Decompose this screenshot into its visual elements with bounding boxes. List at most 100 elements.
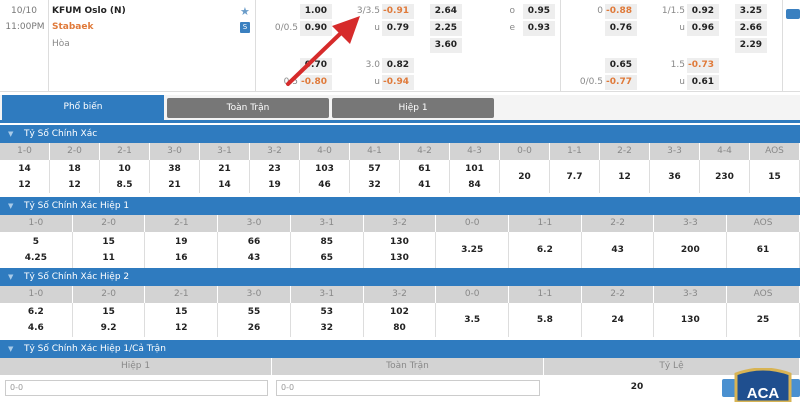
score-odds-cell[interactable]: 15 11 — [72, 232, 146, 268]
odds-value[interactable]: 0.76 — [605, 21, 637, 36]
odds-value: 57 — [368, 163, 381, 174]
odds-value[interactable]: 0.61 — [687, 75, 719, 90]
odds-value: 18 — [68, 163, 81, 174]
score-header: 3-1 — [290, 286, 364, 303]
handicap-label: 3.0 — [365, 60, 380, 70]
score-odds-cell[interactable]: 14 12 — [0, 160, 50, 193]
odds-value[interactable]: 0.90 — [300, 21, 332, 36]
odds-value[interactable]: -0.73 — [687, 58, 719, 73]
odds-value[interactable]: -0.88 — [605, 4, 637, 19]
score-odds-cell[interactable]: 38 21 — [150, 160, 200, 193]
score-odds-cell[interactable]: 66 43 — [218, 232, 291, 268]
odds-value[interactable]: 3.60 — [430, 38, 462, 53]
odds-value[interactable]: 2.29 — [735, 38, 767, 53]
odds-value: 46 — [318, 179, 331, 190]
odds-value: 3.5 — [464, 315, 481, 325]
section-header[interactable]: ▼ Tỷ Số Chính Xác Hiệp 1/Cả Trận — [0, 340, 800, 358]
section-header[interactable]: ▼ Tỷ Số Chính Xác Hiệp 2 — [0, 268, 800, 286]
score-header: 4-4 — [700, 143, 750, 160]
htft-odds[interactable]: 20 — [630, 382, 644, 392]
stats-badge-icon[interactable]: S — [240, 22, 250, 33]
score-odds-cell[interactable]: 25 — [727, 303, 800, 337]
svg-text:ACA: ACA — [747, 385, 780, 402]
section-title: Tỷ Số Chính Xác — [24, 129, 98, 139]
score-odds-cell[interactable]: 23 19 — [250, 160, 300, 193]
score-odds-cell[interactable]: 6.2 — [509, 232, 582, 268]
score-odds-cell[interactable]: 103 46 — [300, 160, 350, 193]
score-odds-cell[interactable]: 230 — [700, 160, 750, 193]
score-odds-cell[interactable]: 3.5 — [436, 303, 510, 337]
score-header: 0-0 — [436, 215, 510, 232]
score-odds-cell[interactable]: 7.7 — [550, 160, 600, 193]
score-odds-cell[interactable]: 20 — [500, 160, 550, 193]
odds-value[interactable]: 0.95 — [523, 4, 555, 19]
odds-value: 3.25 — [461, 245, 484, 255]
odds-value: 53 — [320, 307, 333, 317]
score-odds-cell[interactable]: 101 84 — [450, 160, 500, 193]
odds-value[interactable]: -0.91 — [382, 4, 414, 19]
score-header: 3-3 — [654, 215, 728, 232]
score-odds-cell[interactable]: 130 — [654, 303, 728, 337]
odds-value[interactable]: 3.25 — [735, 4, 767, 19]
odds-value[interactable]: 0.82 — [382, 58, 414, 73]
odds-value[interactable]: 2.64 — [430, 4, 462, 19]
score-odds-cell[interactable]: 36 — [650, 160, 700, 193]
tab-toan-tran[interactable]: Toàn Trận — [167, 98, 329, 118]
odds-value[interactable]: 0.93 — [523, 21, 555, 36]
score-odds-cell[interactable]: 61 — [727, 232, 800, 268]
score-odds-cell[interactable]: 55 26 — [218, 303, 291, 337]
score-odds-cell[interactable]: 15 12 — [145, 303, 219, 337]
odds-value[interactable]: 0.96 — [687, 21, 719, 36]
section-header[interactable]: ▼ Tỷ Số Chính Xác Hiệp 1 — [0, 197, 800, 215]
score-odds-cell[interactable]: 24 — [581, 303, 655, 337]
tab-pho-bien[interactable]: Phổ biến — [2, 95, 164, 120]
odds-value[interactable]: 1.00 — [300, 4, 332, 19]
ht-score-select[interactable]: 0-0 — [5, 380, 268, 396]
score-odds-cell[interactable]: 15 9.2 — [72, 303, 146, 337]
score-odds-cell[interactable]: 6.2 4.6 — [0, 303, 73, 337]
score-header: 0-0 — [436, 286, 510, 303]
odds-value[interactable]: 0.70 — [300, 58, 332, 73]
score-odds-cell[interactable]: 18 12 — [50, 160, 100, 193]
star-icon[interactable]: ★ — [240, 5, 250, 18]
score-odds-cell[interactable]: 10 8.5 — [100, 160, 150, 193]
odds-value[interactable]: 2.25 — [430, 21, 462, 36]
score-odds-cell[interactable]: 43 — [581, 232, 655, 268]
odds-value[interactable]: 0.65 — [605, 58, 637, 73]
section-correct-score-0: ▼ Tỷ Số Chính Xác 1-0 2-0 2-1 3-0 3-1 3-2 4-0 4-… — [0, 125, 800, 193]
score-odds-cell[interactable]: 61 41 — [400, 160, 450, 193]
score-odds-cell[interactable]: 21 14 — [200, 160, 250, 193]
score-odds-cell[interactable]: 57 32 — [350, 160, 400, 193]
score-odds-cell[interactable]: 12 — [600, 160, 650, 193]
score-header: 2-1 — [145, 215, 219, 232]
section-header[interactable]: ▼ Tỷ Số Chính Xác — [0, 125, 800, 143]
chevron-down-icon: ▼ — [8, 273, 14, 281]
odds-value[interactable]: -0.77 — [605, 75, 637, 90]
odds-value[interactable]: -0.94 — [382, 75, 414, 90]
score-header: 2-2 — [581, 215, 655, 232]
score-odds-cell[interactable]: 130 130 — [363, 232, 437, 268]
score-odds-cell[interactable]: 85 65 — [290, 232, 364, 268]
odds-value[interactable]: -0.80 — [300, 75, 332, 90]
odds-value[interactable]: 0.79 — [382, 21, 414, 36]
score-odds-cell[interactable]: 200 — [654, 232, 728, 268]
handicap-label: u — [679, 23, 685, 33]
tab-hiep-1[interactable]: Hiệp 1 — [332, 98, 494, 118]
collapse-button[interactable] — [786, 9, 800, 19]
odds-value: 8.5 — [116, 179, 133, 190]
score-odds-cell[interactable]: 15 — [750, 160, 800, 193]
score-odds-cell[interactable]: 19 16 — [145, 232, 219, 268]
score-odds-cell[interactable]: 5 4.25 — [0, 232, 73, 268]
odds-value[interactable]: 0.92 — [687, 4, 719, 19]
away-team[interactable]: Stabaek — [52, 22, 94, 32]
odds-value[interactable]: 2.66 — [735, 21, 767, 36]
handicap-label: 0/0.5 — [274, 23, 298, 33]
home-team[interactable]: KFUM Oslo (N) — [52, 6, 126, 16]
score-odds-cell[interactable]: 53 32 — [290, 303, 364, 337]
chevron-down-icon: ▼ — [8, 130, 14, 138]
score-odds-cell[interactable]: 3.25 — [436, 232, 510, 268]
score-odds-cell[interactable]: 102 80 — [363, 303, 437, 337]
score-odds-cell[interactable]: 5.8 — [509, 303, 582, 337]
ft-score-select[interactable]: 0-0 — [276, 380, 540, 396]
odds-value: 130 — [390, 237, 409, 247]
